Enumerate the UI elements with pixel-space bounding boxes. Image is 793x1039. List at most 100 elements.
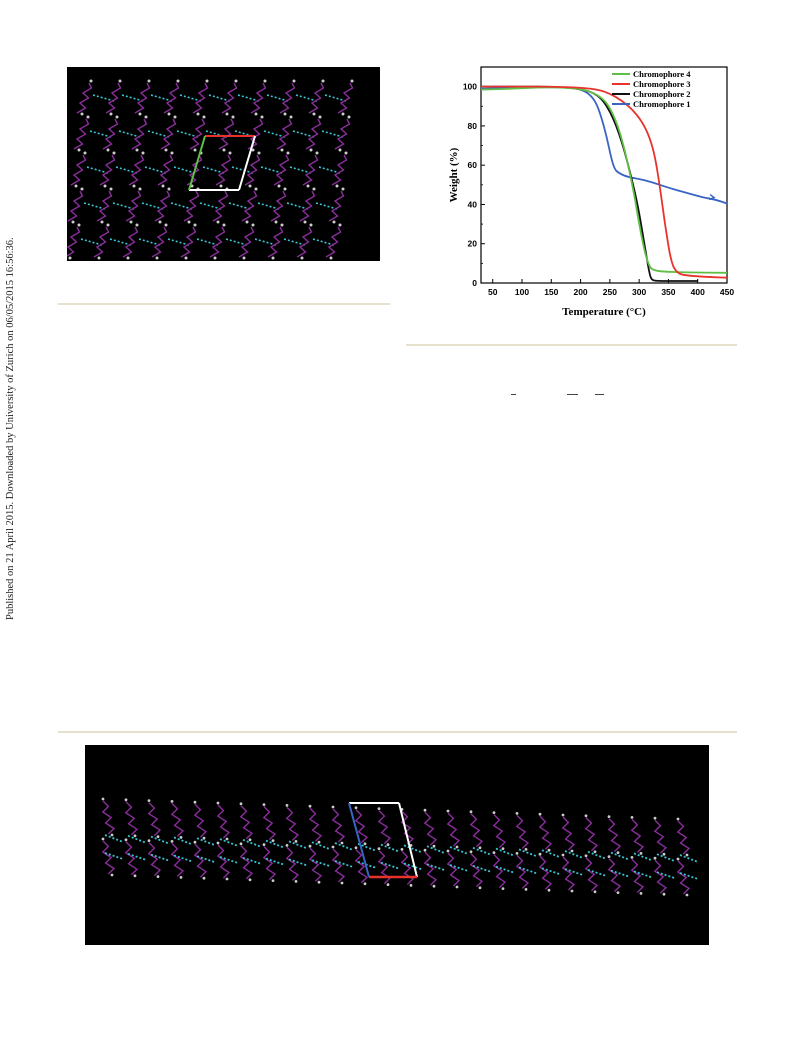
atom <box>538 852 542 856</box>
molecule-lattice <box>67 79 354 260</box>
atom <box>331 805 335 809</box>
atom <box>653 856 657 860</box>
tga-chart: 50 100 150 200 250 300 350 400 450 0 20 40 60 80 100 C… <box>440 60 740 322</box>
hydrogen-bond <box>92 94 115 102</box>
molecule <box>218 118 235 150</box>
atom <box>340 881 344 885</box>
atom <box>193 840 197 844</box>
molecule <box>193 843 208 878</box>
atom <box>118 79 122 83</box>
hydrogen-bond <box>179 94 202 102</box>
atom <box>179 876 183 879</box>
hydrogen-bond <box>357 842 377 852</box>
hydrogen-bond <box>541 849 561 859</box>
molecule <box>538 815 553 850</box>
series-line-chromophore-3 <box>481 85 728 279</box>
hydrogen-bond <box>426 863 446 872</box>
hydrogen-bond <box>286 202 309 210</box>
atom <box>455 885 459 889</box>
atom <box>347 115 351 119</box>
molecule <box>221 82 238 114</box>
crystal-packing-figure-top <box>67 67 380 261</box>
hydrogen-bond <box>109 238 132 246</box>
unit-cell-edge <box>188 135 206 191</box>
atom <box>100 220 104 224</box>
atom <box>222 223 226 227</box>
atom <box>170 800 174 803</box>
molecule <box>492 814 507 849</box>
atom <box>616 891 620 894</box>
atom <box>309 223 313 227</box>
hydrogen-bond <box>541 867 561 876</box>
atom <box>317 840 321 844</box>
molecule <box>67 226 81 257</box>
molecule <box>122 226 139 258</box>
atom <box>280 223 284 227</box>
molecule <box>93 226 110 258</box>
molecule <box>154 190 171 222</box>
molecule <box>308 847 323 882</box>
molecule <box>239 845 254 880</box>
atom <box>77 148 81 152</box>
molecule <box>147 842 162 877</box>
molecule <box>354 849 369 884</box>
arrow-icon <box>708 194 716 201</box>
atom <box>225 112 229 116</box>
molecule <box>244 154 261 186</box>
y-tick-label: 80 <box>468 121 478 131</box>
atom <box>289 115 293 119</box>
x-tick-label: 150 <box>544 287 558 297</box>
atom <box>312 112 316 116</box>
atom <box>147 839 151 842</box>
atom <box>193 800 197 804</box>
atom <box>547 888 551 892</box>
hydrogen-bond <box>228 202 251 210</box>
atom <box>377 847 381 850</box>
molecule <box>105 82 122 114</box>
hydrogen-bond <box>231 166 254 174</box>
molecule <box>134 82 151 114</box>
atom <box>205 79 209 83</box>
molecule <box>273 154 290 186</box>
atom <box>97 256 101 260</box>
hydrogen-bond <box>242 856 262 865</box>
molecule <box>193 803 208 838</box>
atom <box>292 79 296 83</box>
atom <box>409 884 413 887</box>
atom <box>216 220 220 224</box>
atom <box>262 803 266 806</box>
molecule <box>163 82 180 114</box>
atom <box>144 115 148 119</box>
hydrogen-bond <box>144 166 167 174</box>
hydrogen-bond <box>334 860 354 868</box>
hydrogen-bond <box>312 238 335 246</box>
legend-entry: Chromophore 2 <box>633 89 691 99</box>
hydrogen-bond <box>472 846 492 856</box>
atom <box>271 879 275 882</box>
molecule <box>400 850 415 885</box>
atom <box>106 148 110 152</box>
atom <box>354 806 358 810</box>
atom <box>306 184 310 188</box>
molecule <box>99 154 116 186</box>
hydrogen-bond <box>495 847 515 857</box>
molecule <box>96 190 113 222</box>
atom <box>469 850 473 854</box>
hydrogen-bond <box>196 238 219 246</box>
hydrogen-bond <box>315 202 338 210</box>
atom <box>332 220 336 224</box>
molecule <box>215 154 232 186</box>
molecule <box>377 850 392 885</box>
molecule <box>212 190 229 222</box>
atom <box>341 187 345 191</box>
molecule <box>676 860 691 895</box>
molecule <box>285 806 300 841</box>
atom <box>446 809 450 813</box>
legend-entry: Chromophore 3 <box>633 79 691 89</box>
atom <box>173 115 177 119</box>
hydrogen-bond <box>202 166 225 174</box>
molecule <box>267 226 284 258</box>
atom <box>124 798 128 802</box>
atom <box>164 148 168 152</box>
molecule <box>308 807 323 842</box>
